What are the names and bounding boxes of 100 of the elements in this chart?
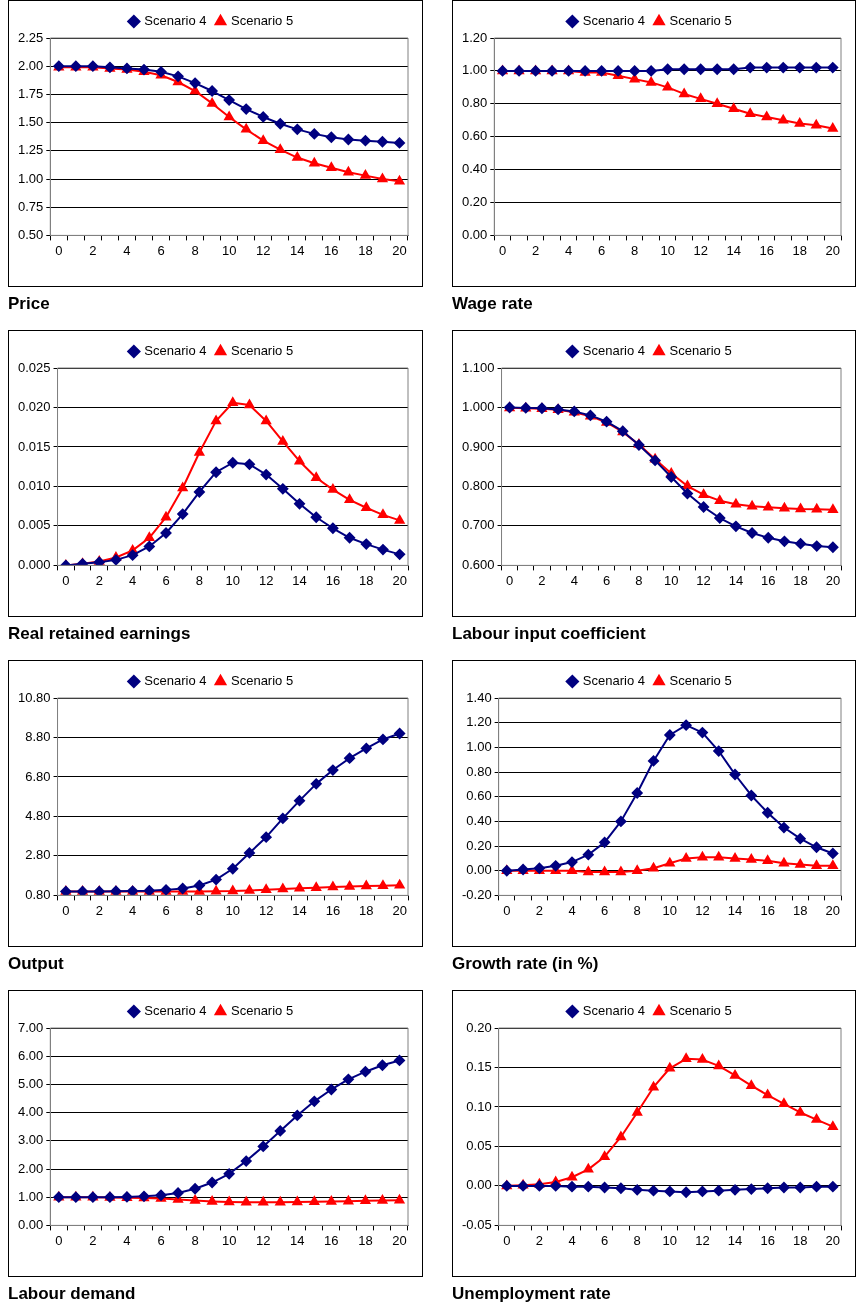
x-tick-label: 8 [191, 242, 199, 258]
x-tick-label: 8 [191, 1232, 199, 1248]
x-tick-label: 2 [535, 902, 544, 918]
y-tick-label: 0.20 [466, 837, 492, 853]
x-tick-label: 0 [506, 572, 514, 588]
x-tick-label: 16 [760, 902, 775, 918]
y-tick-label: 0.40 [461, 161, 488, 177]
y-tick-label: 1.00 [17, 1188, 44, 1204]
x-tick-label: 14 [727, 1232, 743, 1248]
y-tick-label: 2.80 [25, 847, 51, 863]
x-tick-label: 10 [662, 902, 678, 918]
y-tick-label: 0.00 [466, 1177, 492, 1193]
x-tick-label: 20 [392, 572, 407, 588]
y-tick-label: 0.015 [17, 438, 51, 454]
y-tick-label: 0.010 [17, 478, 51, 494]
x-tick-label: 0 [62, 902, 70, 918]
x-tick-label: 6 [162, 572, 170, 588]
x-tick-label: 8 [631, 242, 639, 258]
y-tick-label: 0.60 [466, 788, 492, 804]
x-tick-label: 2 [89, 1232, 97, 1248]
y-tick-label: 0.700 [461, 517, 495, 533]
x-tick-label: 6 [602, 572, 611, 588]
y-tick-label: 0.10 [466, 1098, 492, 1114]
x-tick-label: 20 [825, 1232, 841, 1248]
y-tick-label: 1.25 [17, 142, 44, 158]
y-tick-label: -0.05 [461, 1216, 492, 1232]
legend-label: Scenario 4 [582, 13, 646, 29]
y-tick-label: 0.600 [461, 556, 495, 572]
y-tick-label: 2.00 [17, 57, 44, 73]
legend-label: Scenario 5 [231, 1003, 294, 1019]
y-tick-label: 0.20 [466, 1019, 492, 1035]
y-tick-label: 0.20 [461, 194, 488, 210]
x-tick-label: 8 [195, 572, 204, 588]
x-tick-label: 18 [793, 572, 808, 588]
x-tick-label: 8 [633, 1232, 641, 1248]
x-tick-label: 16 [760, 1232, 775, 1248]
text: Wage rate [452, 294, 534, 314]
legend-label: Scenario 5 [669, 343, 732, 359]
y-tick-label: 1.75 [17, 85, 44, 101]
x-tick-label: 16 [761, 572, 776, 588]
text: Growth rate (in %) [452, 954, 600, 974]
text: Real retained earnings [8, 624, 192, 644]
legend-label: Scenario 5 [231, 13, 294, 29]
y-tick-label: 0.75 [17, 198, 44, 214]
x-tick-label: 12 [255, 1232, 271, 1248]
x-tick-label: 20 [392, 242, 407, 258]
legend-label: Scenario 4 [582, 1003, 646, 1019]
x-tick-label: 16 [325, 572, 341, 588]
x-tick-label: 18 [359, 572, 374, 588]
y-tick-label: 1.100 [461, 359, 495, 375]
x-tick-label: 16 [759, 242, 774, 258]
x-tick-label: 10 [225, 902, 240, 918]
x-tick-label: 10 [221, 242, 237, 258]
y-tick-label: 1.40 [466, 689, 492, 705]
x-tick-label: 18 [793, 1232, 808, 1248]
y-tick-label: 0.00 [17, 1216, 44, 1232]
y-tick-label: 1.00 [17, 170, 44, 186]
y-tick-label: 1.00 [466, 738, 492, 754]
y-tick-label: 1.20 [461, 29, 488, 45]
x-tick-label: 6 [162, 902, 170, 918]
legend-label: Scenario 5 [231, 673, 294, 689]
x-tick-label: 4 [570, 572, 578, 588]
legend-label: Scenario 5 [669, 673, 732, 689]
x-tick-label: 6 [157, 1232, 165, 1248]
y-tick-label: 0.80 [466, 763, 492, 779]
x-tick-label: 2 [531, 242, 540, 258]
x-tick-label: 10 [221, 1232, 237, 1248]
y-tick-label: 2.00 [17, 1160, 44, 1176]
y-tick-label: -0.20 [461, 886, 492, 902]
y-tick-label: 1.50 [17, 114, 44, 130]
x-tick-label: 18 [358, 242, 373, 258]
x-tick-label: 0 [55, 1232, 63, 1248]
y-tick-label: 0.005 [17, 517, 51, 533]
y-tick-label: 0.00 [466, 862, 492, 878]
x-tick-label: 14 [290, 1232, 305, 1248]
x-tick-label: 20 [825, 902, 841, 918]
x-tick-label: 20 [392, 1232, 407, 1248]
y-tick-label: 6.00 [17, 1047, 44, 1063]
x-tick-label: 14 [292, 902, 307, 918]
x-tick-label: 2 [95, 902, 103, 918]
y-tick-label: 3.00 [17, 1132, 44, 1148]
y-tick-label: 0.50 [17, 226, 44, 242]
x-tick-label: 12 [696, 572, 711, 588]
x-tick-label: 20 [825, 242, 840, 258]
text: Labour input coefficient [452, 624, 647, 644]
y-tick-label: 0.900 [461, 438, 495, 454]
legend-label: Scenario 5 [669, 1003, 732, 1019]
x-tick-label: 4 [568, 902, 576, 918]
x-tick-label: 0 [62, 572, 70, 588]
y-tick-label: 8.80 [25, 729, 51, 745]
x-tick-label: 8 [195, 902, 204, 918]
y-tick-label: 1.000 [461, 399, 495, 415]
x-tick-label: 12 [695, 1232, 710, 1248]
x-tick-label: 6 [600, 902, 609, 918]
x-tick-label: 12 [258, 572, 274, 588]
x-tick-label: 10 [664, 572, 679, 588]
y-tick-label: 0.05 [466, 1138, 492, 1154]
x-tick-label: 0 [503, 902, 511, 918]
y-tick-label: 0.80 [461, 95, 488, 111]
text: Price [8, 294, 51, 314]
